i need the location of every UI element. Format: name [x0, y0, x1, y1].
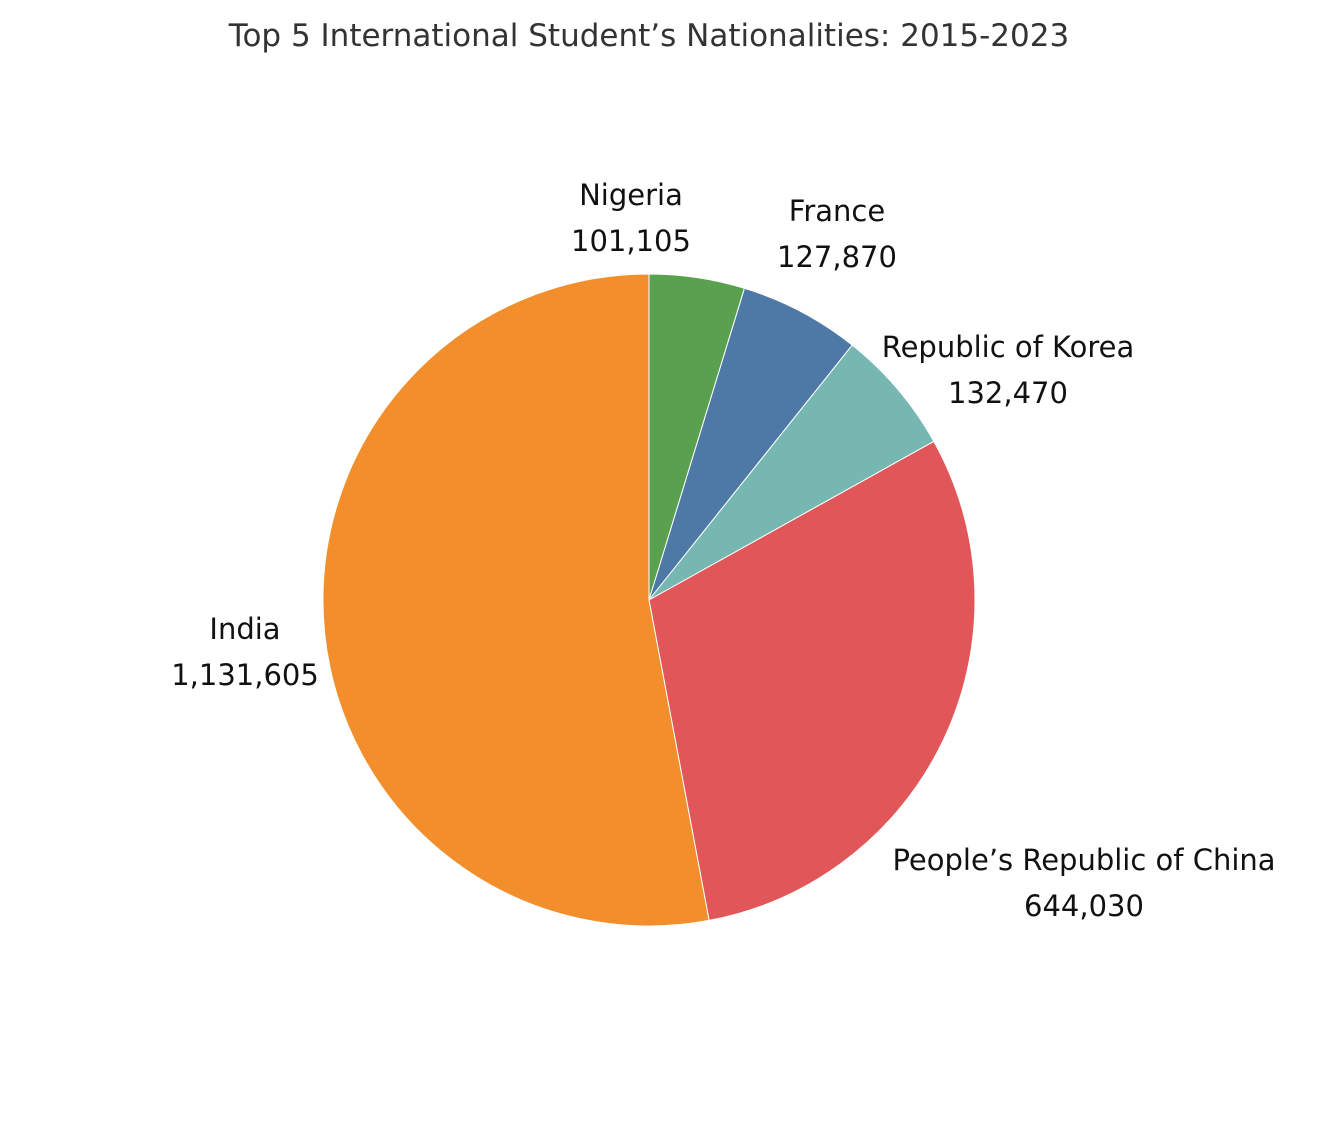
- pie-slice-people-s-republic-of-china: [648, 440, 976, 921]
- slice-label-name: People’s Republic of China: [892, 843, 1275, 877]
- slice-label-name: France: [789, 194, 885, 228]
- slice-label-value: 132,470: [948, 376, 1068, 410]
- chart-title: Top 5 International Student’s Nationalit…: [228, 18, 1070, 54]
- slice-label-name: Republic of Korea: [882, 330, 1135, 364]
- pie-labels: Nigeria 101,105 France 127,870 Republic of K…: [171, 178, 1275, 923]
- slice-label-value: 644,030: [1024, 889, 1144, 923]
- pie-slice-india: [322, 273, 710, 927]
- pie-slice-republic-of-korea: [648, 344, 935, 601]
- pie-slices: [322, 273, 976, 927]
- slice-label-value: 1,131,605: [171, 658, 319, 692]
- slice-label-value: 127,870: [777, 240, 897, 274]
- slice-label-name: India: [209, 612, 280, 646]
- slice-label-value: 101,105: [571, 224, 691, 258]
- pie-slice-france: [648, 287, 853, 601]
- slice-label-name: Nigeria: [579, 178, 683, 212]
